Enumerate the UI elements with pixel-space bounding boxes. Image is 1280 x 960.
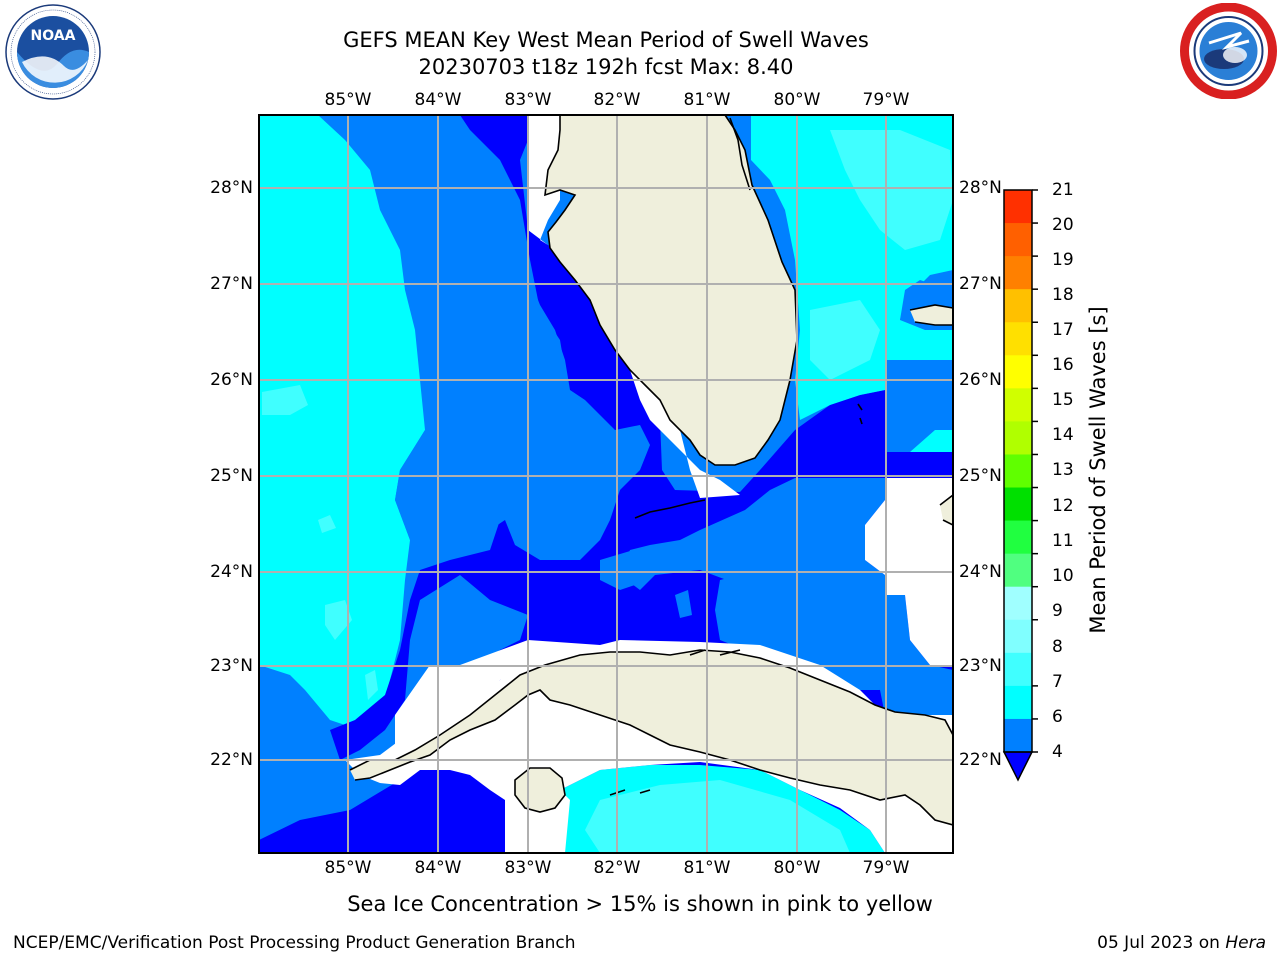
colorbar-tick-label: 15 (1052, 390, 1074, 410)
graticule (259, 115, 953, 853)
period-band-2-4-atlantic-edge (900, 280, 935, 320)
colorbar-segment (1004, 718, 1032, 753)
colorbar-tick-label: 19 (1052, 250, 1074, 270)
lat-label-left: 27°N (210, 274, 253, 294)
colorbar-tick-label: 7 (1052, 672, 1063, 692)
colorbar-segment (1004, 487, 1032, 522)
lat-label-left: 25°N (210, 466, 253, 486)
lat-label-right: 23°N (959, 656, 1002, 676)
lat-label-right: 28°N (959, 178, 1002, 198)
lon-label-top: 82°W (593, 90, 641, 110)
period-band-6-7-atlantic (830, 130, 953, 250)
lat-label-right: 27°N (959, 274, 1002, 294)
period-band-2-4-straits-small (675, 590, 692, 618)
land-cuba (350, 650, 953, 825)
lon-label-bottom: 79°W (862, 858, 910, 878)
lon-label-top: 83°W (504, 90, 552, 110)
colorbar-tick-label: 12 (1052, 496, 1074, 516)
period-band-6-7-south-cuba (585, 780, 850, 853)
lat-label-left: 23°N (210, 656, 253, 676)
lon-label-bottom: 83°W (504, 858, 552, 878)
page-title-line-1: GEFS MEAN Key West Mean Period of Swell … (343, 28, 869, 52)
period-band-6-7 (262, 385, 308, 415)
colorbar-tick-label: 20 (1052, 215, 1074, 235)
sea-ice-note: Sea Ice Concentration > 15% is shown in … (347, 892, 933, 916)
lat-label-right: 26°N (959, 370, 1002, 390)
host-name: Hera (1225, 933, 1266, 953)
period-band-2-4-south-gulf (600, 548, 660, 590)
colorbar-segment (1004, 190, 1032, 224)
period-band-2-4-central-gulf (395, 240, 650, 560)
colorbar-segment (1004, 355, 1032, 389)
land-bahamas (910, 305, 953, 325)
land-florida (545, 115, 797, 465)
colorbar-segment (1004, 454, 1032, 489)
colorbar-tick-label: 4 (1052, 742, 1063, 762)
colorbar-segment (1004, 652, 1032, 687)
lon-label-top: 85°W (324, 90, 372, 110)
lon-label-bottom: 84°W (414, 858, 462, 878)
lon-label-bottom: 80°W (773, 858, 821, 878)
lat-label-left: 24°N (210, 562, 253, 582)
no-data-region (630, 370, 740, 498)
colorbar-tick-label: 11 (1052, 531, 1074, 551)
lat-label-left: 22°N (210, 750, 253, 770)
colorbar-segment (1004, 520, 1032, 555)
colorbar-segment (1004, 421, 1032, 455)
lon-label-top: 79°W (862, 90, 910, 110)
lon-label-bottom: 81°W (683, 858, 731, 878)
colorbar (1002, 189, 1038, 782)
colorbar-outline (1003, 189, 1033, 753)
colorbar-segment (1004, 685, 1032, 720)
date-line: 05 Jul 2023 on Hera (1097, 932, 1266, 954)
colorbar-segment (1004, 256, 1032, 290)
period-band-6-7-atlantic (810, 300, 880, 380)
lat-label-right: 22°N (959, 750, 1002, 770)
period-band-2-4-atlantic-edge (885, 360, 953, 452)
colorbar-tick-label: 21 (1052, 180, 1074, 200)
colorbar-segment (1004, 322, 1032, 356)
page-title-line-2: 20230703 t18z 192h fcst Max: 8.40 (418, 55, 794, 79)
colorbar-segment (1004, 223, 1032, 257)
lon-label-bottom: 85°W (324, 858, 372, 878)
colorbar-tick-label: 16 (1052, 355, 1074, 375)
map-frame (258, 114, 954, 854)
colorbar-tick-label: 17 (1052, 320, 1074, 340)
lon-label-top: 84°W (414, 90, 462, 110)
period-band-6-7 (325, 600, 352, 640)
colorbar-segment (1004, 289, 1032, 323)
colorbar-tick-label: 10 (1052, 566, 1074, 586)
lon-label-bottom: 82°W (593, 858, 641, 878)
noaa-logo-icon: NOAA (5, 4, 101, 100)
lat-label-right: 24°N (959, 562, 1002, 582)
colorbar-tick-label: 6 (1052, 707, 1063, 727)
nws-logo-icon (1180, 3, 1277, 99)
lat-label-left: 28°N (210, 178, 253, 198)
colorbar-tick-label: 13 (1052, 460, 1074, 480)
colorbar-tick-label: 18 (1052, 285, 1074, 305)
colorbar-segment (1004, 553, 1032, 588)
colorbar-title: Mean Period of Swell Waves [s] (1086, 306, 1110, 634)
credit-line: NCEP/EMC/Verification Post Processing Pr… (13, 933, 576, 953)
period-band-4-6-west-gulf (259, 115, 425, 730)
colorbar-tick-label: 14 (1052, 425, 1074, 445)
no-data-region (528, 115, 560, 245)
colorbar-segment (1004, 388, 1032, 422)
date-text: 05 Jul 2023 on (1097, 933, 1226, 953)
lat-label-left: 26°N (210, 370, 253, 390)
lon-label-top: 81°W (683, 90, 731, 110)
svg-text:NOAA: NOAA (31, 28, 76, 44)
colorbar-segment (1004, 619, 1032, 654)
period-band-6-7 (318, 515, 336, 533)
lat-label-right: 25°N (959, 466, 1002, 486)
colorbar-segment (1004, 586, 1032, 621)
period-band-6-7 (365, 670, 378, 700)
colorbar-tick-label: 8 (1052, 637, 1063, 657)
colorbar-tick-label: 9 (1052, 601, 1063, 621)
lon-label-top: 80°W (773, 90, 821, 110)
